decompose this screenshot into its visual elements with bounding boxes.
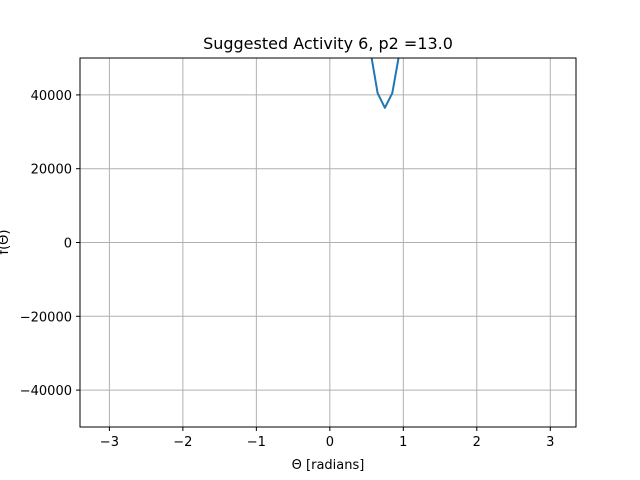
x-tick-label: −1 [247,435,266,450]
x-tick-label: 0 [326,435,334,450]
y-tick-label: 20000 [31,163,72,178]
chart-title: Suggested Activity 6, p2 =13.0 [203,34,453,53]
series-layer [370,58,400,109]
grid [80,58,576,427]
y-tick-label: 40000 [31,89,72,104]
x-tick-label: 1 [399,435,407,450]
y-tick-label: −40000 [20,384,72,399]
x-tick-label: 2 [473,435,481,450]
y-tick-label: 0 [64,237,72,252]
x-tick-label: 3 [546,435,554,450]
series-line-0 [370,58,400,109]
ticks: −3 −2 −1 0 1 2 3 −40000 −20000 0 20000 40000 [20,89,555,450]
x-axis-label: Θ [radians] [292,458,365,473]
y-axis-label: f(Θ) [0,230,12,255]
x-tick-label: −2 [173,435,192,450]
y-tick-label: −20000 [20,310,72,325]
x-tick-label: −3 [100,435,119,450]
